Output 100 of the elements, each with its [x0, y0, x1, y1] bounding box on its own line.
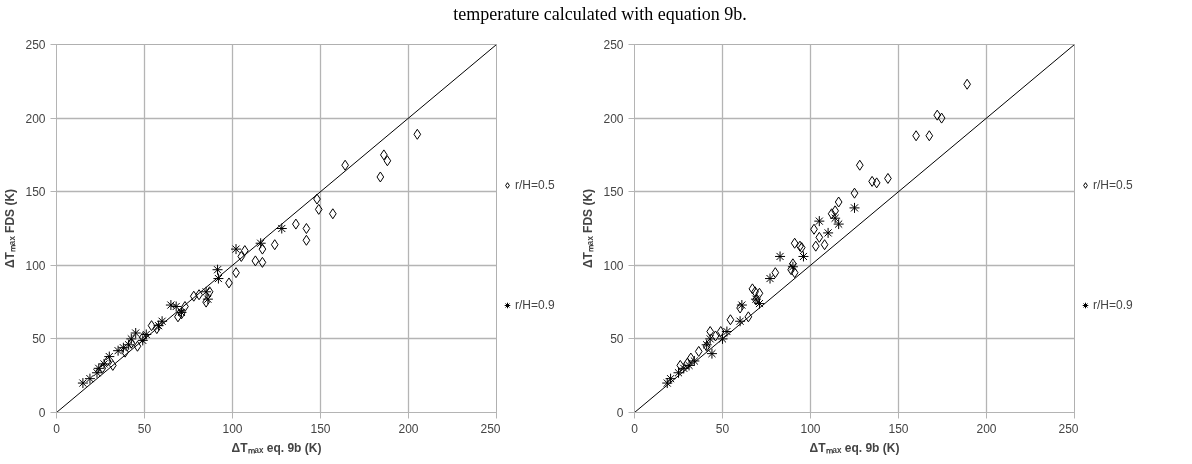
y-tick-label: 150 — [603, 185, 624, 200]
point — [937, 112, 946, 124]
point — [140, 328, 152, 340]
point — [734, 315, 746, 327]
point — [753, 298, 765, 310]
point — [130, 327, 142, 339]
point — [189, 290, 198, 302]
point — [661, 377, 673, 389]
point — [205, 286, 214, 298]
point — [721, 326, 733, 338]
point — [237, 250, 246, 262]
point — [820, 239, 829, 251]
x-tick-label: 50 — [137, 421, 152, 436]
point — [376, 171, 385, 183]
legend-label: r/H=0.9 — [515, 298, 555, 312]
point — [711, 330, 720, 342]
point — [748, 283, 757, 295]
y-tick-label: 100 — [603, 258, 624, 273]
point — [383, 155, 392, 167]
x-tick-label: 0 — [53, 421, 61, 436]
point — [103, 351, 115, 363]
point — [147, 320, 156, 332]
y-tick-label: 200 — [603, 111, 624, 126]
point — [212, 264, 224, 276]
point — [787, 261, 799, 273]
point — [813, 215, 825, 227]
y-tick-label: 250 — [603, 38, 624, 52]
point — [133, 340, 142, 352]
point — [98, 358, 110, 370]
x-tick-label: 100 — [800, 421, 821, 436]
y-tick-label: 50 — [610, 332, 624, 347]
point — [103, 355, 112, 367]
point — [744, 311, 753, 323]
x-tick-label: 200 — [976, 421, 997, 436]
point — [706, 326, 715, 338]
y-tick-label: 50 — [32, 332, 46, 347]
x-tick-label: 0 — [631, 421, 639, 436]
point — [771, 267, 780, 279]
point — [673, 367, 684, 379]
point — [108, 359, 117, 371]
point — [251, 255, 260, 267]
point — [822, 227, 834, 239]
point — [688, 355, 700, 367]
y-tick-label: 200 — [25, 111, 46, 126]
legend-label: r/H=0.9 — [1093, 298, 1133, 312]
point — [152, 323, 161, 335]
x-tick-label: 250 — [480, 421, 501, 436]
point — [413, 128, 422, 140]
point — [240, 245, 249, 257]
point — [925, 130, 934, 142]
point — [706, 348, 718, 360]
point — [212, 273, 224, 285]
point — [91, 367, 103, 379]
point — [258, 243, 267, 255]
point — [833, 218, 845, 230]
point — [200, 286, 212, 298]
point — [849, 202, 860, 214]
point — [676, 359, 685, 371]
point — [165, 299, 177, 311]
point — [137, 334, 149, 346]
point — [84, 373, 96, 385]
point — [829, 212, 841, 224]
point — [811, 240, 820, 252]
point — [202, 293, 214, 305]
point — [933, 109, 942, 121]
x-tick-label: 250 — [1058, 421, 1079, 436]
text: temperature calculated with equation 9b. — [453, 4, 747, 24]
point — [790, 237, 799, 249]
point — [258, 256, 267, 268]
x-tick-label: 200 — [398, 421, 419, 436]
point — [694, 345, 703, 357]
point — [755, 287, 764, 299]
point — [77, 377, 89, 389]
point — [302, 223, 311, 234]
point — [125, 333, 137, 345]
x-tick-label: 50 — [715, 421, 730, 436]
point — [302, 234, 311, 246]
point — [255, 237, 267, 249]
point — [850, 187, 859, 199]
x-tick-label: 100 — [222, 421, 243, 436]
point — [138, 331, 147, 343]
legend-label: r/H=0.5 — [1093, 178, 1133, 192]
point — [276, 223, 288, 234]
point — [717, 333, 728, 345]
legend-label: r/H=0.5 — [515, 178, 555, 192]
point — [665, 373, 677, 385]
y-axis-title: ΔTₘₐₓ FDS (K) — [3, 188, 18, 269]
point — [815, 231, 824, 243]
point — [790, 267, 799, 279]
point — [834, 196, 843, 208]
y-axis-title: ΔTₘₐₓ FDS (K) — [581, 188, 596, 269]
y-tick-label: 250 — [25, 38, 46, 52]
point — [872, 177, 881, 189]
point — [736, 299, 748, 311]
point — [314, 203, 323, 215]
point — [93, 362, 105, 374]
point — [855, 159, 864, 171]
y-tick-label: 150 — [25, 185, 46, 200]
point — [797, 250, 809, 262]
point — [704, 333, 716, 345]
